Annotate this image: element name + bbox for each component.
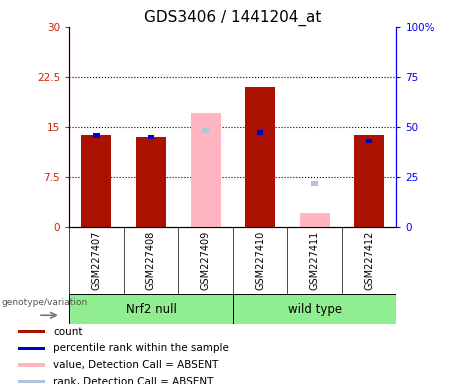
Text: percentile rank within the sample: percentile rank within the sample bbox=[53, 343, 230, 353]
Bar bbox=[354, 135, 384, 227]
Text: GSM227411: GSM227411 bbox=[310, 230, 319, 290]
Bar bbox=[300, 213, 330, 227]
Text: GSM227407: GSM227407 bbox=[91, 230, 101, 290]
Bar bbox=[311, 181, 318, 186]
Text: GSM227408: GSM227408 bbox=[146, 230, 156, 290]
Bar bbox=[18, 330, 45, 333]
Bar bbox=[93, 133, 100, 138]
Text: GSM227410: GSM227410 bbox=[255, 230, 265, 290]
FancyBboxPatch shape bbox=[233, 294, 396, 324]
Bar bbox=[136, 137, 166, 227]
Bar bbox=[257, 130, 263, 135]
Bar bbox=[366, 139, 372, 143]
Bar bbox=[202, 128, 209, 133]
Text: rank, Detection Call = ABSENT: rank, Detection Call = ABSENT bbox=[53, 377, 214, 384]
Bar bbox=[18, 363, 45, 367]
Text: Nrf2 null: Nrf2 null bbox=[125, 303, 177, 316]
Text: wild type: wild type bbox=[288, 303, 342, 316]
Bar bbox=[245, 87, 275, 227]
Text: GSM227412: GSM227412 bbox=[364, 230, 374, 290]
Bar bbox=[190, 113, 220, 227]
Text: genotype/variation: genotype/variation bbox=[1, 298, 88, 307]
Text: count: count bbox=[53, 327, 83, 337]
Text: value, Detection Call = ABSENT: value, Detection Call = ABSENT bbox=[53, 360, 219, 370]
Bar bbox=[82, 135, 112, 227]
Title: GDS3406 / 1441204_at: GDS3406 / 1441204_at bbox=[144, 9, 321, 25]
Bar bbox=[18, 346, 45, 350]
Bar bbox=[148, 135, 154, 139]
FancyBboxPatch shape bbox=[69, 294, 233, 324]
Text: GSM227409: GSM227409 bbox=[201, 230, 211, 290]
Bar bbox=[18, 380, 45, 383]
